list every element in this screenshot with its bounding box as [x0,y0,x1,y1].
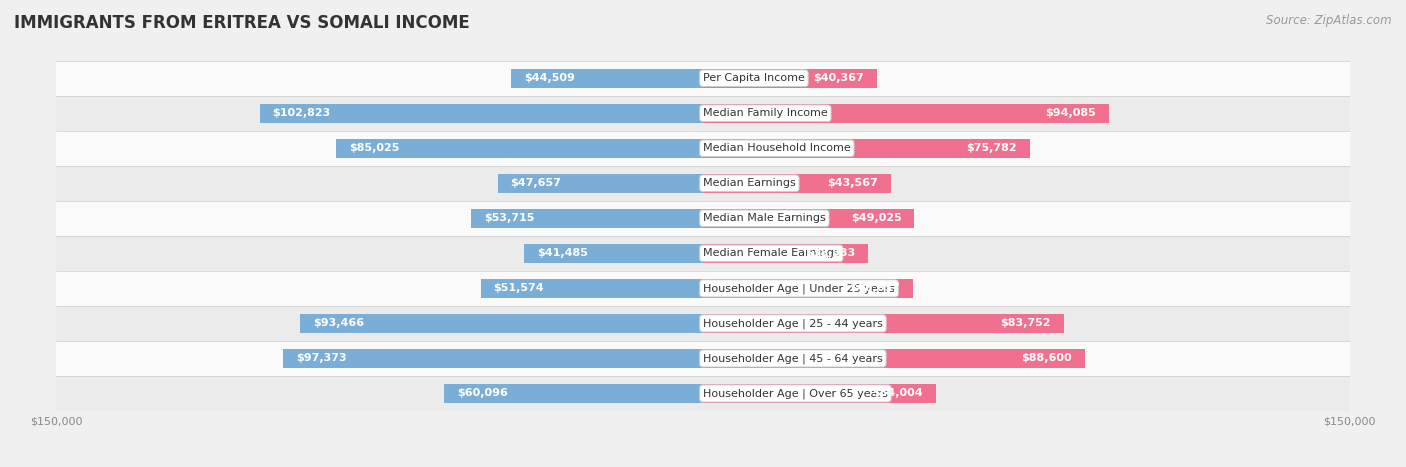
Text: $75,782: $75,782 [966,143,1017,153]
Text: $83,752: $83,752 [1001,318,1052,328]
Bar [56,341,1350,376]
Text: $40,367: $40,367 [813,73,865,83]
Bar [703,139,1029,158]
Bar [56,236,1350,271]
Text: Householder Age | Over 65 years: Householder Age | Over 65 years [703,388,887,399]
Text: $49,025: $49,025 [851,213,901,223]
Bar [703,384,936,403]
Bar [512,69,703,88]
Bar [444,384,703,403]
Text: Householder Age | 45 - 64 years: Householder Age | 45 - 64 years [703,353,883,364]
Text: Source: ZipAtlas.com: Source: ZipAtlas.com [1267,14,1392,27]
Bar [703,209,914,228]
Bar [260,104,703,123]
Bar [56,306,1350,341]
Text: Per Capita Income: Per Capita Income [703,73,804,83]
Text: Householder Age | Under 25 years: Householder Age | Under 25 years [703,283,896,294]
Bar [703,314,1064,333]
Text: $85,025: $85,025 [349,143,399,153]
Text: Median Earnings: Median Earnings [703,178,796,188]
Bar [703,174,891,193]
Text: $48,657: $48,657 [849,283,900,293]
Bar [299,314,703,333]
Bar [498,174,703,193]
Bar [56,376,1350,411]
Bar [56,271,1350,306]
Text: Householder Age | 25 - 44 years: Householder Age | 25 - 44 years [703,318,883,329]
Text: $93,466: $93,466 [314,318,364,328]
Text: $43,567: $43,567 [827,178,877,188]
Bar [703,104,1109,123]
Bar [481,279,703,298]
Bar [56,131,1350,166]
Bar [56,201,1350,236]
Text: $60,096: $60,096 [457,389,508,398]
Text: Median Male Earnings: Median Male Earnings [703,213,825,223]
Bar [524,244,703,263]
Bar [703,69,877,88]
Bar [703,279,912,298]
Text: $97,373: $97,373 [297,354,347,363]
Text: Median Female Earnings: Median Female Earnings [703,248,839,258]
Text: Median Household Income: Median Household Income [703,143,851,153]
Bar [703,349,1085,368]
Bar [56,61,1350,96]
Text: $51,574: $51,574 [494,283,544,293]
Bar [471,209,703,228]
Text: $102,823: $102,823 [273,108,330,118]
Bar [283,349,703,368]
Text: $47,657: $47,657 [510,178,561,188]
Text: $88,600: $88,600 [1022,354,1073,363]
Text: $41,485: $41,485 [537,248,588,258]
Bar [56,96,1350,131]
Text: $53,715: $53,715 [484,213,534,223]
Text: Median Family Income: Median Family Income [703,108,828,118]
Text: $54,004: $54,004 [872,389,922,398]
Bar [703,244,869,263]
Text: $94,085: $94,085 [1045,108,1095,118]
Text: $38,333: $38,333 [806,248,855,258]
Text: $44,509: $44,509 [524,73,575,83]
Bar [56,166,1350,201]
Bar [336,139,703,158]
Text: IMMIGRANTS FROM ERITREA VS SOMALI INCOME: IMMIGRANTS FROM ERITREA VS SOMALI INCOME [14,14,470,32]
